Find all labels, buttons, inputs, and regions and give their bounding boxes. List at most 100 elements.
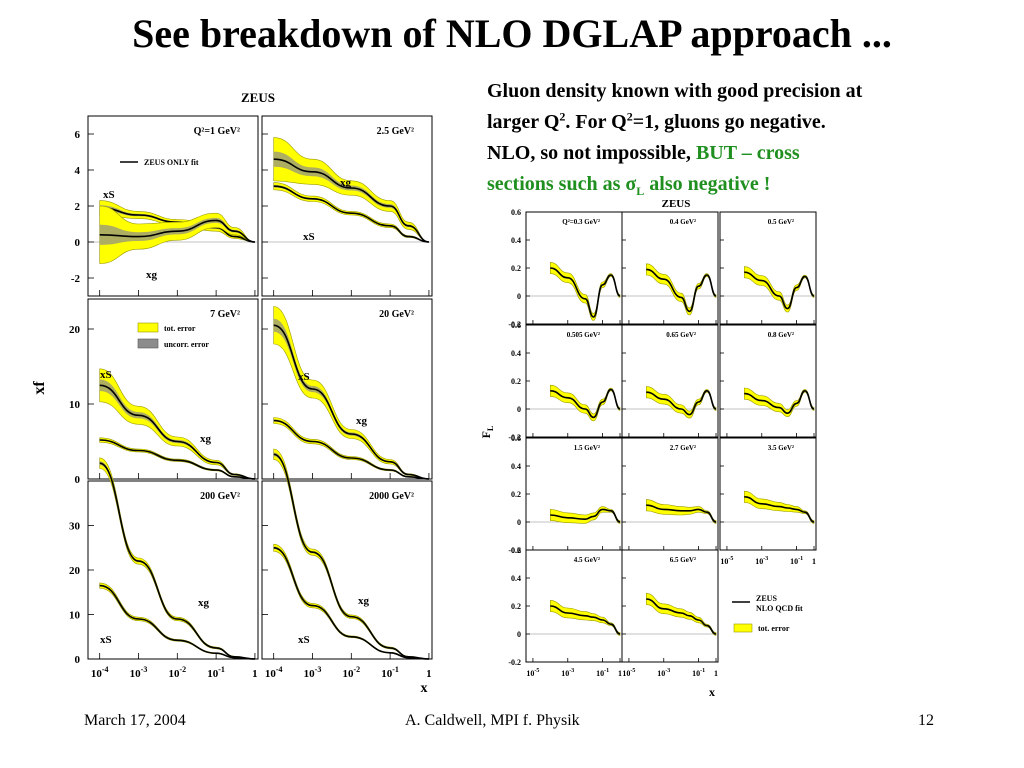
note-sigma: σ <box>625 173 637 195</box>
fl-panel-10: -0.2 0 0.2 0.4 0.6 4.5 GeV² 10-5 10-3 10-1 1 <box>508 546 623 678</box>
panel-frame <box>525 437 623 551</box>
y-axis-title-left: xf <box>31 381 48 395</box>
fl-error-band <box>744 387 815 418</box>
fl-panel-11: 6.5 GeV² 10-5 10-3 10-1 1 <box>621 549 719 678</box>
fl-panel-8: 2.7 GeV² <box>621 437 719 551</box>
note-line-2a: larger Q <box>487 111 560 133</box>
panel-q2-label: Q²=0.3 GeV² <box>562 218 600 226</box>
x-tick-label: 10-1 <box>790 556 803 566</box>
annotation-text: Gluon density known with good precision … <box>487 76 1007 200</box>
y-tick-label: 0.2 <box>511 602 521 611</box>
x-tick-label: 10-4 <box>91 665 109 680</box>
central-curve-xS <box>99 439 255 480</box>
y-tick-label: 0 <box>517 405 521 414</box>
central-curve-xg <box>273 324 429 480</box>
legend-label-uncorr: uncorr. error <box>164 340 209 349</box>
central-curve-xg <box>99 462 255 660</box>
y-tick-label: 2 <box>75 201 81 213</box>
panel-frame <box>719 437 817 551</box>
series-label-xg: xg <box>358 595 370 607</box>
legend-label-error: tot. error <box>758 624 790 633</box>
series-label-xg: xg <box>198 597 210 609</box>
fl-error-band <box>550 262 621 321</box>
central-curve-xg <box>99 219 255 243</box>
note-line-3-green: BUT – cross <box>695 142 800 164</box>
panel-q2-label: 0.505 GeV² <box>567 331 600 339</box>
y-tick-label: -0.2 <box>508 320 521 329</box>
panel-q2-label: 0.5 GeV² <box>768 218 794 226</box>
panel-q2-label: 3.5 GeV² <box>768 444 794 452</box>
footer-author: A. Caldwell, MPI f. Physik <box>405 712 580 729</box>
legend-label-line-2: NLO QCD fit <box>756 604 803 613</box>
x-tick-label: 10-3 <box>561 668 574 678</box>
y-tick-label: 0 <box>517 518 521 527</box>
y-tick-label: 0.4 <box>511 574 521 583</box>
y-tick-label: 0.4 <box>511 349 521 358</box>
series-label-xg: xg <box>200 433 212 445</box>
y-tick-label: 20 <box>69 324 81 336</box>
fl-error-band <box>550 600 621 636</box>
chart-title-right: ZEUS <box>662 198 691 210</box>
fl-curve <box>646 268 717 313</box>
panel-q2-label: 20 GeV² <box>379 309 414 320</box>
y-tick-label: -0.2 <box>508 658 521 667</box>
y-tick-label: 0 <box>75 474 81 486</box>
footer-date: March 17, 2004 <box>84 712 186 729</box>
note-line-3a: NLO, so not impossible, <box>487 142 696 164</box>
note-line-2c: =1, gluons go negative. <box>632 111 826 133</box>
note-line-4a: sections such as <box>487 173 626 195</box>
central-curve-xS <box>273 185 429 243</box>
fl-curve <box>550 267 621 318</box>
footer-page-number: 12 <box>918 712 934 729</box>
y-tick-label: 0.2 <box>511 264 521 273</box>
y-tick-label: 0 <box>75 237 81 249</box>
panel-frame <box>621 324 719 438</box>
right-fl-chart: ZEUS -0.2 0 0.2 0.4 0.6 Q²=0.3 GeV² 0.4 GeV² 0.5… <box>479 198 817 699</box>
pdf-panel-6: xg xS 2000 GeV² 10-4 10-3 10-2 10-1 1 <box>261 448 433 680</box>
y-tick-label: 30 <box>69 521 81 533</box>
note-sup-2: 2 <box>626 109 633 124</box>
fl-error-band <box>550 506 621 524</box>
x-tick-label: 10-1 <box>207 665 225 680</box>
panel-frame <box>719 211 817 325</box>
panel-q2-label: 1.5 GeV² <box>574 444 600 452</box>
x-tick-label: 10-2 <box>168 665 186 680</box>
fl-panel-1: -0.2 0 0.2 0.4 0.6 Q²=0.3 GeV² <box>508 208 623 329</box>
slide-title: See breakdown of NLO DGLAP approach ... <box>132 11 892 56</box>
panel-frame <box>525 324 623 438</box>
series-label-xS: xS <box>100 369 112 381</box>
x-tick-label: 10-1 <box>596 668 609 678</box>
series-label-xS: xS <box>103 189 115 201</box>
central-curve-xS <box>273 547 429 660</box>
fl-error-band <box>646 593 717 636</box>
panel-q2-label: 6.5 GeV² <box>670 556 696 564</box>
series-label-xg: xg <box>146 269 158 281</box>
fl-error-band <box>646 386 717 419</box>
panel-frame <box>621 437 719 551</box>
pdf-panel-1: -2 0 2 4 6 xS xg Q²=1 GeV² ZEUS ONLY fit <box>71 115 259 297</box>
fl-curve <box>550 508 621 523</box>
panel-frame <box>87 480 259 660</box>
central-curve-xS <box>273 419 429 480</box>
fl-panel-6: 0.8 GeV² <box>719 324 817 438</box>
series-label-xg: xg <box>356 415 368 427</box>
central-curve-xg <box>273 158 430 243</box>
fl-curve <box>744 389 815 415</box>
fl-panel-7: -0.2 0 0.2 0.4 0.6 1.5 GeV² <box>508 434 623 555</box>
legend-label: ZEUS ONLY fit <box>144 158 199 167</box>
panel-frame <box>525 211 623 325</box>
y-tick-label: 0.4 <box>511 236 521 245</box>
x-tick-label: 1 <box>252 668 258 680</box>
y-tick-label: 10 <box>69 399 81 411</box>
panel-q2-label: 7 GeV² <box>210 309 240 320</box>
fl-panel-9: 3.5 GeV² 10-5 10-3 10-1 1 <box>719 437 817 566</box>
y-tick-label: 20 <box>69 565 81 577</box>
central-curve-xg <box>99 384 255 480</box>
panel-q2-label: 0.4 GeV² <box>670 218 696 226</box>
x-axis-title-left: x <box>421 681 428 696</box>
legend-swatch-uncorr <box>137 338 159 349</box>
x-tick-label: 1 <box>618 669 622 678</box>
x-tick-label: 1 <box>812 557 816 566</box>
y-tick-label: 0.6 <box>511 434 521 443</box>
x-tick-label: 1 <box>426 668 432 680</box>
